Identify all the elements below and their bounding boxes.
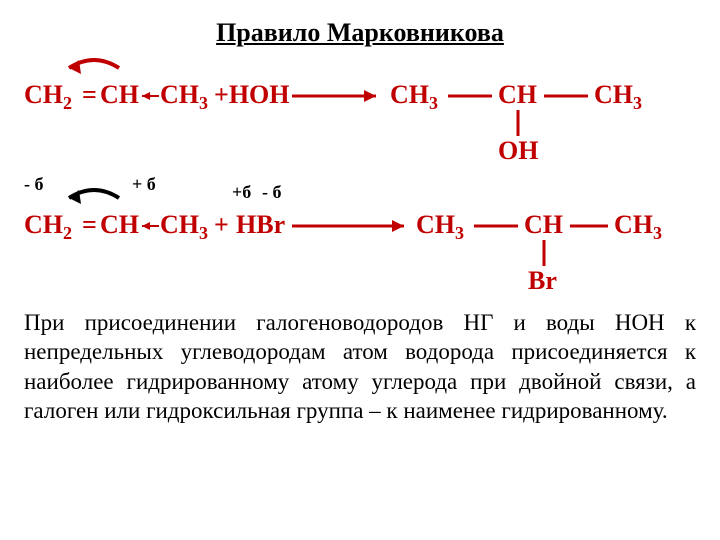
r1-rhs-ch3a: CH3 — [390, 80, 438, 114]
r2-plus: + — [214, 210, 229, 240]
r2-hbr: HBr — [236, 210, 285, 240]
r2-ch2: CH2 — [24, 210, 72, 244]
r1-rhs-ch3b: CH3 — [594, 80, 642, 114]
r1-oh: OH — [498, 136, 538, 166]
r2-rhs-ch3a: CH3 — [416, 210, 464, 244]
r1-ch2: CH2 — [24, 80, 72, 114]
r2-eq: = — [82, 210, 97, 240]
r2-charge-mb2: - б — [262, 182, 282, 203]
r2-br: Br — [528, 266, 557, 296]
r2-charge-mb: - б — [24, 174, 44, 195]
reaction-1: CH2 = CH CH3 +HOH CH3 CH CH3 OH — [24, 56, 696, 166]
r2-ch: CH — [100, 210, 139, 240]
rule-paragraph: При присоединении галогеноводородов НГ и… — [24, 308, 696, 426]
r1-ch: CH — [100, 80, 139, 110]
r1-eq: = — [82, 80, 97, 110]
r1-rhs-ch: CH — [498, 80, 537, 110]
r2-charge-pb: + б — [132, 174, 156, 195]
r2-rhs-ch: CH — [524, 210, 563, 240]
page-title: Правило Марковникова — [24, 18, 696, 48]
r2-rhs-ch3b: CH3 — [614, 210, 662, 244]
r1-ch3: CH3 — [160, 80, 208, 114]
reaction-2: - б + б +б - б CH2 = CH CH3 + HBr CH3 CH… — [24, 170, 696, 300]
r2-charge-pb2: +б — [232, 182, 251, 203]
r1-plus-hoh: +HOH — [214, 80, 290, 110]
r2-ch3: CH3 — [160, 210, 208, 244]
